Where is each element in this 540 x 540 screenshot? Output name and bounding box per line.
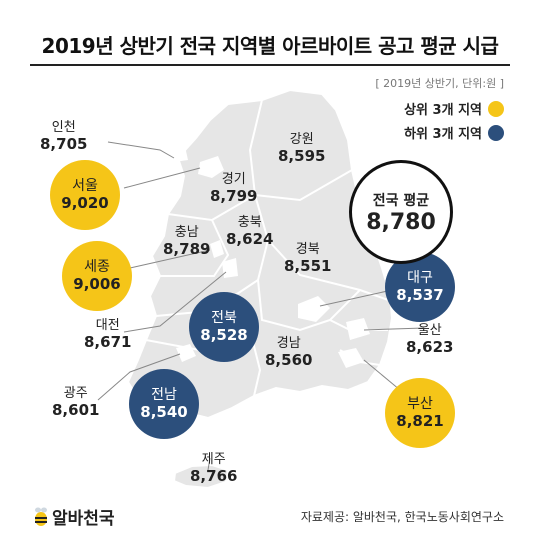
region-name: 경기 bbox=[221, 172, 246, 187]
leader-gwangju bbox=[97, 353, 181, 401]
leader-jeju bbox=[207, 457, 211, 471]
region-value: 8,601 bbox=[52, 400, 100, 419]
bee-icon bbox=[34, 507, 48, 527]
region-label-gyeonggi: 경기 8,799 bbox=[210, 172, 258, 205]
region-name: 부산 bbox=[407, 395, 433, 412]
leader-busan bbox=[363, 359, 401, 391]
region-label-daejeon: 대전 8,671 bbox=[84, 318, 132, 351]
region-label-gwangju: 광주 8,601 bbox=[52, 386, 100, 419]
region-name: 서울 bbox=[72, 177, 98, 194]
region-name: 대구 bbox=[407, 269, 433, 286]
region-name: 인천 bbox=[51, 120, 76, 135]
region-name: 충북 bbox=[237, 215, 262, 230]
region-value: 8,671 bbox=[84, 332, 132, 351]
region-value: 8,821 bbox=[396, 412, 444, 431]
bubble-busan: 부산 8,821 bbox=[385, 378, 455, 448]
seoul-area bbox=[198, 156, 224, 178]
legend-top: 상위 3개 지역 bbox=[404, 99, 504, 118]
region-label-gyeongbuk: 경북 8,551 bbox=[284, 242, 332, 275]
brand-logo: 알바천국 bbox=[34, 504, 115, 529]
source-note: 자료제공: 알바천국, 한국노동사회연구소 bbox=[300, 510, 504, 524]
logo-text: 알바천국 bbox=[52, 509, 115, 529]
bubble-sejong: 세종 9,006 bbox=[62, 241, 132, 311]
border-chungnam bbox=[160, 213, 230, 277]
busan-area bbox=[338, 348, 364, 368]
leader-daegu bbox=[319, 289, 393, 307]
daegu-area bbox=[298, 296, 330, 322]
region-label-gangwon: 강원 8,595 bbox=[278, 132, 326, 165]
leader-ulsan bbox=[363, 327, 425, 331]
region-name: 광주 bbox=[63, 386, 88, 401]
bubble-jeonnam: 전남 8,540 bbox=[129, 369, 199, 439]
legend-bottom: 하위 3개 지역 bbox=[404, 123, 504, 142]
region-value: 8,624 bbox=[226, 229, 274, 248]
region-name: 울산 bbox=[417, 323, 442, 338]
region-name: 제주 bbox=[201, 452, 226, 467]
average-label: 전국 평균 bbox=[372, 192, 430, 209]
unit-note: [ 2019년 상반기, 단위:원 ] bbox=[375, 77, 504, 90]
leader-daejeon bbox=[123, 271, 227, 333]
region-name: 전북 bbox=[211, 309, 237, 326]
region-value: 8,551 bbox=[284, 256, 332, 275]
region-name: 경남 bbox=[276, 336, 301, 351]
page-title: 2019년 상반기 전국 지역별 아르바이트 공고 평균 시급 bbox=[41, 34, 499, 58]
leader-sejong bbox=[129, 249, 211, 269]
region-value: 8,799 bbox=[210, 186, 258, 205]
border-gyeongnam bbox=[257, 279, 361, 332]
region-name: 세종 bbox=[84, 258, 110, 275]
incheon-area bbox=[170, 142, 188, 162]
region-label-gyeongnam: 경남 8,560 bbox=[265, 336, 313, 369]
border-gangwon-south bbox=[254, 169, 353, 202]
gwangju-area bbox=[176, 344, 196, 362]
region-value: 9,020 bbox=[61, 194, 109, 213]
legend-top-label: 상위 3개 지역 bbox=[404, 103, 482, 118]
region-value: 8,540 bbox=[140, 403, 188, 422]
region-label-chungnam: 충남 8,789 bbox=[163, 225, 211, 258]
region-name: 대전 bbox=[95, 318, 120, 333]
region-value: 8,789 bbox=[163, 239, 211, 258]
region-value: 8,705 bbox=[40, 134, 88, 153]
region-label-jeju: 제주 8,766 bbox=[190, 452, 238, 485]
border-gyeongbuk-south bbox=[267, 239, 389, 301]
legend-top-swatch bbox=[488, 100, 504, 117]
legend-bottom-label: 하위 3개 지역 bbox=[404, 127, 482, 142]
legend-bottom-swatch bbox=[488, 124, 504, 141]
jeju-shape bbox=[172, 463, 230, 490]
region-value: 8,537 bbox=[396, 286, 444, 305]
border-gyeonggi-gangwon bbox=[248, 99, 263, 196]
region-value: 8,560 bbox=[265, 350, 313, 369]
region-name: 경북 bbox=[295, 242, 320, 257]
region-name: 강원 bbox=[289, 132, 314, 147]
region-value: 8,528 bbox=[200, 326, 248, 345]
region-name: 전남 bbox=[151, 386, 177, 403]
region-value: 9,006 bbox=[73, 275, 121, 294]
bubble-jeonbuk: 전북 8,528 bbox=[189, 292, 259, 362]
region-label-chungbuk: 충북 8,624 bbox=[226, 215, 274, 248]
ulsan-area bbox=[346, 318, 370, 340]
leader-lines bbox=[97, 141, 425, 471]
region-value: 8,623 bbox=[406, 337, 454, 356]
region-label-incheon: 인천 8,705 bbox=[40, 120, 88, 153]
daejeon-area bbox=[222, 258, 238, 278]
region-label-ulsan: 울산 8,623 bbox=[406, 323, 454, 356]
region-value: 8,595 bbox=[278, 146, 326, 165]
average-value: 8,780 bbox=[366, 209, 436, 235]
title-divider bbox=[30, 64, 510, 66]
leader-incheon bbox=[107, 141, 175, 159]
region-value: 8,766 bbox=[190, 466, 238, 485]
bubble-seoul: 서울 9,020 bbox=[50, 160, 120, 230]
leader-seoul bbox=[123, 167, 201, 189]
national-average-badge: 전국 평균 8,780 bbox=[349, 160, 453, 264]
sejong-area bbox=[210, 240, 224, 258]
region-name: 충남 bbox=[174, 225, 199, 240]
